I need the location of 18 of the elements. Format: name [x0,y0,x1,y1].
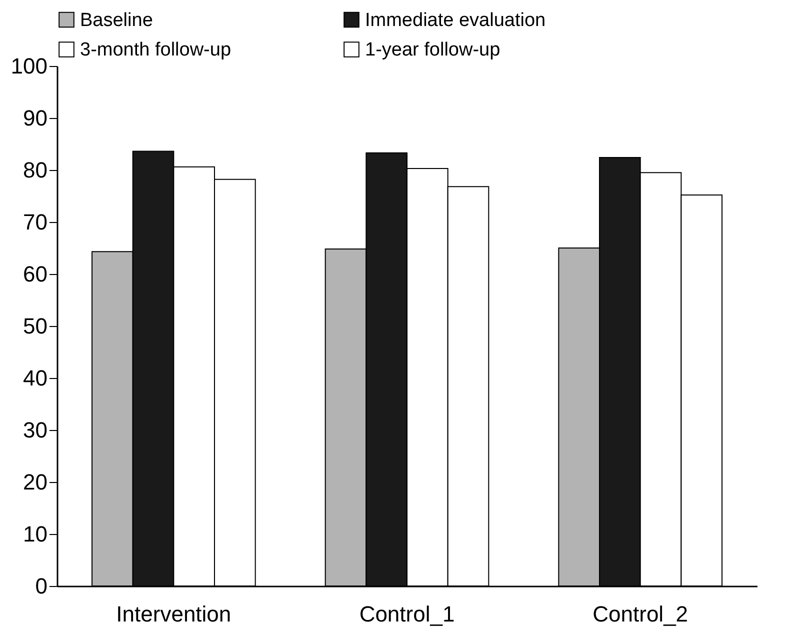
y-tick-label: 90 [23,106,48,130]
legend-label: 3-month follow-up [80,40,232,60]
y-tick-label: 100 [10,54,48,78]
x-tick-label: Control_2 [592,602,688,626]
legend-label: Immediate evaluation [365,10,546,31]
legend-label: 1-year follow-up [365,40,500,60]
x-tick-label: Control_1 [359,602,455,626]
y-tick-label: 60 [23,262,48,286]
y-tick-label: 70 [23,210,48,234]
y-tick-label: 30 [23,418,48,442]
y-tick-label: 20 [23,470,48,494]
y-tick-label: 0 [35,574,48,598]
y-tick-label: 40 [23,366,48,390]
x-tick-label: Intervention [116,602,232,626]
y-tick-label: 80 [23,158,48,182]
y-tick-label: 10 [23,522,48,546]
legend-label: Baseline [80,10,153,31]
y-tick-label: 50 [23,314,48,338]
